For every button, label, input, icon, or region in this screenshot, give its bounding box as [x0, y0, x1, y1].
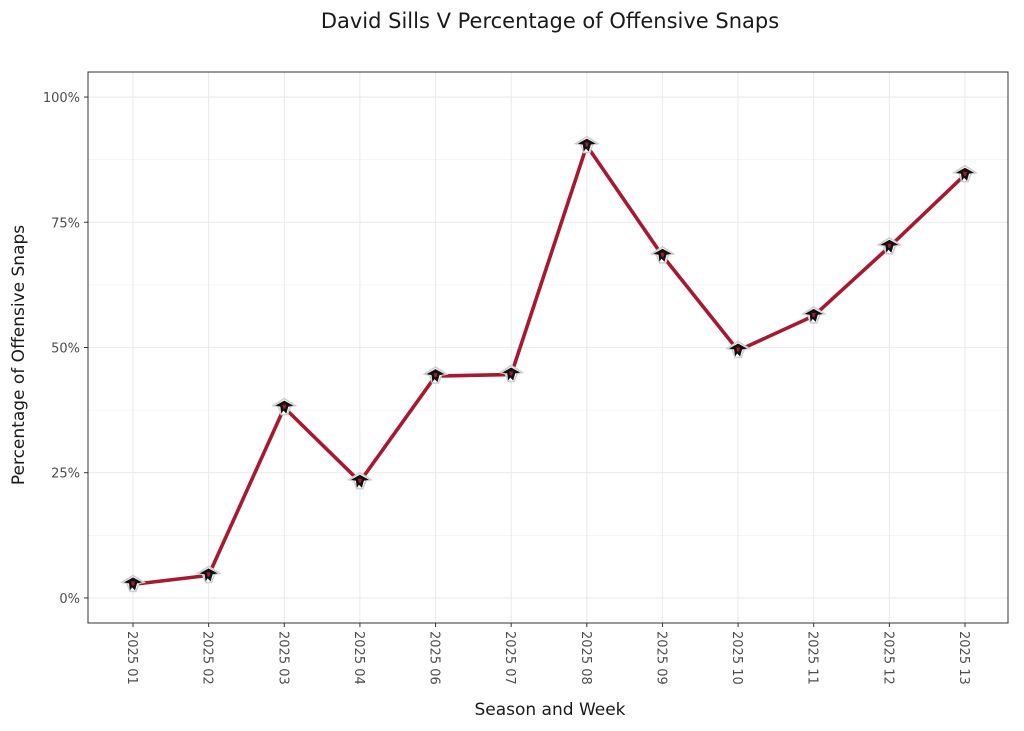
y-tick-label: 100%: [43, 91, 80, 106]
y-tick-label: 25%: [51, 467, 80, 482]
falcons-logo-icon: [498, 364, 525, 383]
y-tick-label: 0%: [59, 592, 80, 607]
falcons-logo-icon: [119, 574, 147, 593]
falcons-logo-icon: [573, 135, 600, 154]
x-tick-label: 2025 01: [124, 631, 139, 685]
x-tick-label: 2025 03: [275, 631, 290, 685]
falcons-logo-icon: [951, 164, 979, 183]
x-axis-title: Season and Week: [474, 700, 625, 720]
falcons-logo-icon: [422, 366, 449, 384]
falcons-logo-icon: [271, 397, 298, 416]
x-tick-label: 2025 12: [880, 631, 895, 685]
y-axis-ticks: 0% 25% 50% 75% 100%: [43, 91, 88, 607]
falcons-logo-icon: [346, 471, 374, 490]
x-tick-label: 2025 11: [805, 631, 820, 685]
series-line-path: [131, 143, 967, 587]
falcons-logo-icon: [876, 236, 903, 255]
x-tick-label: 2025 13: [956, 631, 971, 685]
x-tick-label: 2025 02: [200, 631, 215, 685]
y-tick-label: 50%: [51, 342, 80, 357]
series-line: [131, 143, 967, 587]
falcons-logo-icon: [800, 305, 827, 324]
falcons-logo-icon: [724, 340, 752, 359]
x-tick-label: 2025 06: [427, 631, 442, 685]
chart-title: David Sills V Percentage of Offensive Sn…: [321, 9, 779, 33]
x-tick-label: 2025 10: [729, 631, 744, 685]
y-axis-title: Percentage of Offensive Snaps: [9, 225, 29, 485]
x-tick-label: 2025 08: [578, 631, 593, 685]
x-tick-label: 2025 04: [351, 631, 366, 685]
y-tick-label: 75%: [51, 216, 80, 231]
x-tick-label: 2025 07: [502, 631, 517, 685]
data-markers: [119, 135, 979, 593]
falcons-logo-icon: [195, 565, 222, 584]
falcons-logo-icon: [649, 245, 676, 264]
x-axis-ticks: 2025 01 2025 02 2025 03 2025 04 2025 06 2025 …: [124, 623, 971, 685]
x-tick-label: 2025 09: [653, 631, 668, 685]
